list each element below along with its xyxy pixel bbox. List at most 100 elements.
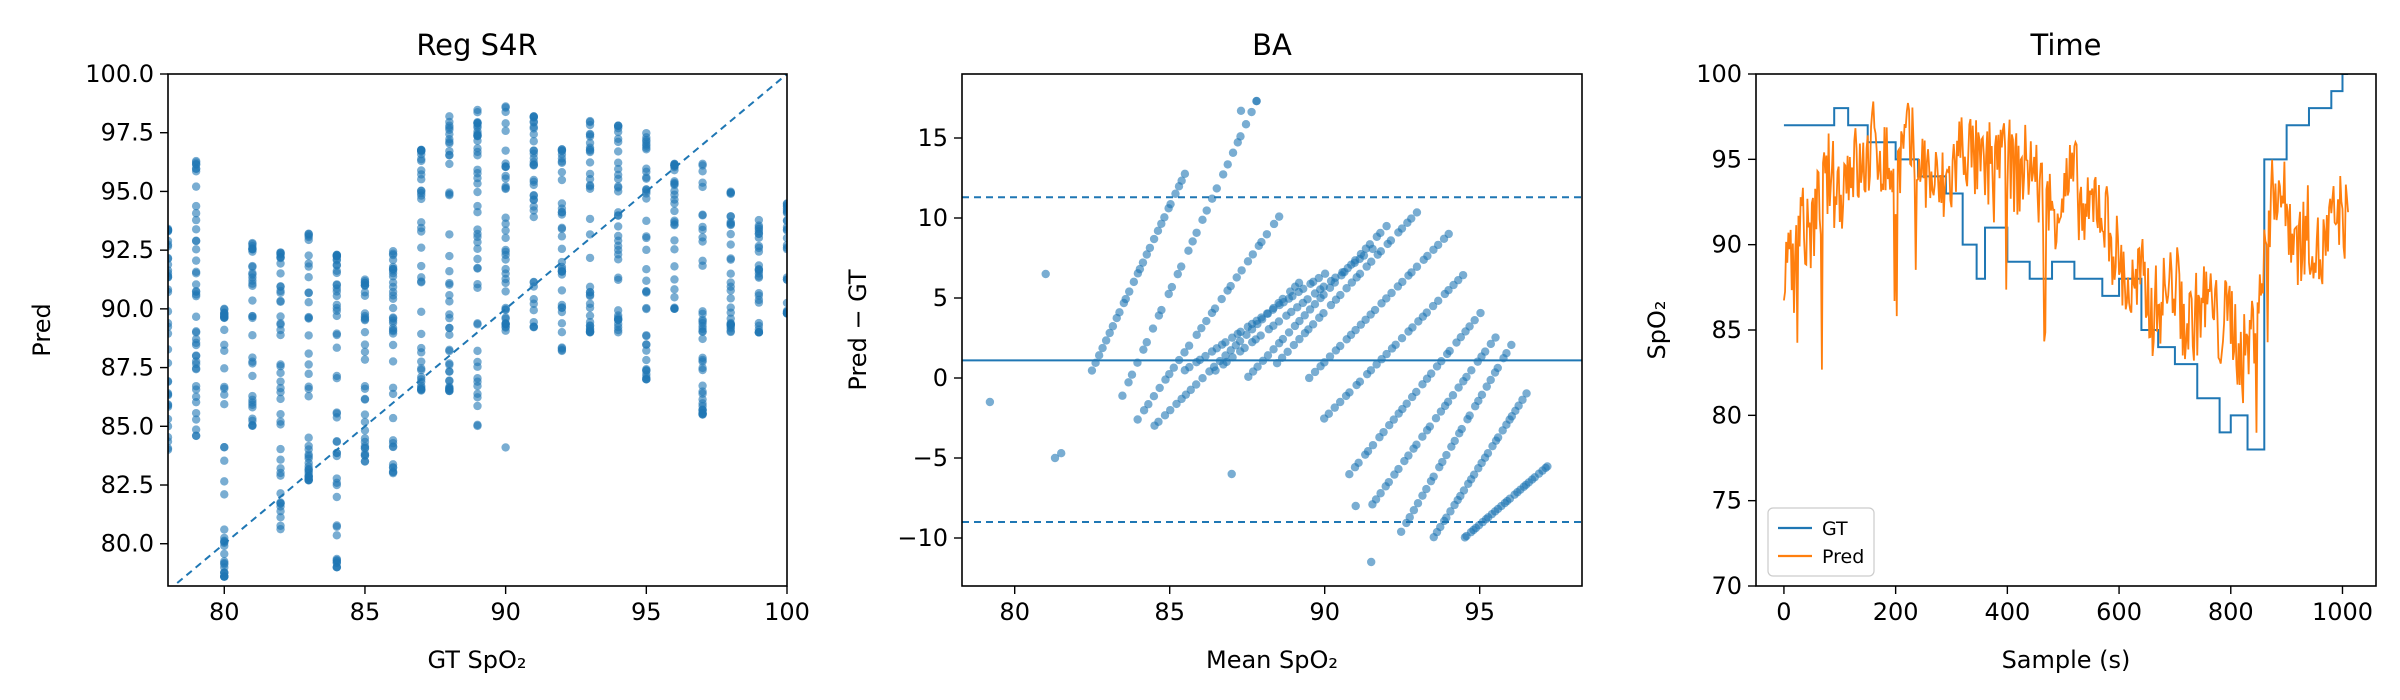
scatter-point <box>698 381 707 390</box>
y-tick-label: 97.5 <box>101 119 154 147</box>
scatter-point <box>501 319 510 329</box>
scatter-point <box>1217 294 1226 304</box>
scatter-point <box>501 146 510 155</box>
scatter-point <box>698 387 707 396</box>
scatter-point <box>670 161 679 170</box>
scatter-point <box>360 275 370 284</box>
scatter-point <box>501 219 510 228</box>
scatter-point <box>191 312 201 321</box>
scatter-point <box>1202 206 1211 215</box>
scatter-point <box>1257 237 1266 247</box>
x-tick-label: 600 <box>2096 598 2142 626</box>
scatter-point <box>248 331 257 340</box>
scatter-point <box>332 492 342 502</box>
scatter-point <box>529 322 538 331</box>
scatter-point <box>1454 383 1463 392</box>
scatter-point <box>332 480 342 490</box>
scatter-point <box>642 375 651 384</box>
scatter-point <box>529 299 538 308</box>
scatter-point <box>168 319 173 328</box>
scatter-point <box>1185 362 1194 372</box>
scatter-point <box>417 145 426 155</box>
scatter-point <box>642 216 651 226</box>
scatter-point <box>1438 457 1447 467</box>
scatter-point <box>585 253 595 263</box>
scatter-point <box>332 521 342 530</box>
scatter-point <box>642 245 651 255</box>
scatter-point <box>1470 315 1479 325</box>
scatter-point <box>557 207 567 217</box>
y-tick-label: 87.5 <box>101 354 154 382</box>
scatter-point <box>191 425 201 434</box>
scatter-point <box>1477 390 1487 399</box>
scatter-point <box>1157 305 1166 315</box>
scatter-point <box>1087 366 1097 375</box>
scatter-point <box>1345 470 1354 479</box>
scatter-point <box>642 331 651 340</box>
scatter-point <box>1397 224 1407 233</box>
scatter-point <box>1144 400 1153 409</box>
scatter-point <box>445 151 454 160</box>
scatter-point <box>248 279 257 288</box>
scatter-point <box>501 264 510 274</box>
scatter-point <box>220 572 229 581</box>
scatter-point <box>1367 257 1376 266</box>
scatter-point <box>276 320 285 329</box>
scatter-point <box>388 303 398 313</box>
scatter-point <box>642 346 651 355</box>
scatter-point <box>276 360 285 369</box>
scatter-point <box>529 206 538 215</box>
scatter-point <box>168 377 173 387</box>
y-tick-label: 5 <box>933 284 948 312</box>
scatter-point <box>1252 97 1261 106</box>
scatter-point <box>698 167 707 176</box>
scatter-point <box>670 236 679 245</box>
scatter-point <box>473 118 482 128</box>
scatter-point <box>585 130 595 139</box>
scatter-point <box>1370 305 1380 315</box>
scatter-point <box>473 201 482 211</box>
scatter-point <box>1476 308 1485 318</box>
scatter-point <box>1218 170 1228 179</box>
scatter-point <box>557 175 567 185</box>
scatter-point <box>332 531 342 540</box>
scatter-point <box>417 343 426 353</box>
scatter-point <box>388 413 398 423</box>
y-tick-label: 0 <box>933 364 948 392</box>
scatter-point <box>1041 269 1050 279</box>
scatter-point <box>782 216 787 226</box>
scatter-point <box>1335 397 1345 407</box>
scatter-point <box>613 147 623 156</box>
scatter-point <box>1412 208 1422 217</box>
scatter-point <box>445 386 454 395</box>
scatter-point <box>1115 308 1124 317</box>
scatter-point <box>1241 120 1251 129</box>
scatter-point <box>670 275 679 284</box>
scatter-point <box>220 549 229 559</box>
scatter-point <box>670 206 679 216</box>
scatter-point <box>1486 339 1496 349</box>
scatter-point <box>1324 409 1334 418</box>
scatter-point <box>248 357 257 366</box>
scatter-point <box>473 421 482 431</box>
scatter-point <box>191 245 201 254</box>
scatter-point <box>473 187 482 197</box>
scatter-point <box>1396 527 1406 536</box>
scatter-point <box>585 311 595 320</box>
scatter-point <box>1192 330 1201 340</box>
scatter-point <box>501 182 510 191</box>
scatter-point <box>1412 262 1422 271</box>
scatter-point <box>388 282 398 292</box>
scatter-point <box>1207 194 1217 203</box>
scatter-point <box>557 307 567 317</box>
y-axis-label: SpO₂ <box>1643 301 1671 360</box>
scatter-point <box>529 306 538 315</box>
scatter-point <box>1139 345 1148 354</box>
scatter-point <box>642 265 651 274</box>
scatter-point <box>782 308 787 317</box>
scatter-point <box>248 296 257 305</box>
scatter-point <box>1493 433 1503 442</box>
scatter-point <box>1376 228 1385 238</box>
scatter-point <box>220 305 229 314</box>
scatter-point <box>1288 292 1297 301</box>
